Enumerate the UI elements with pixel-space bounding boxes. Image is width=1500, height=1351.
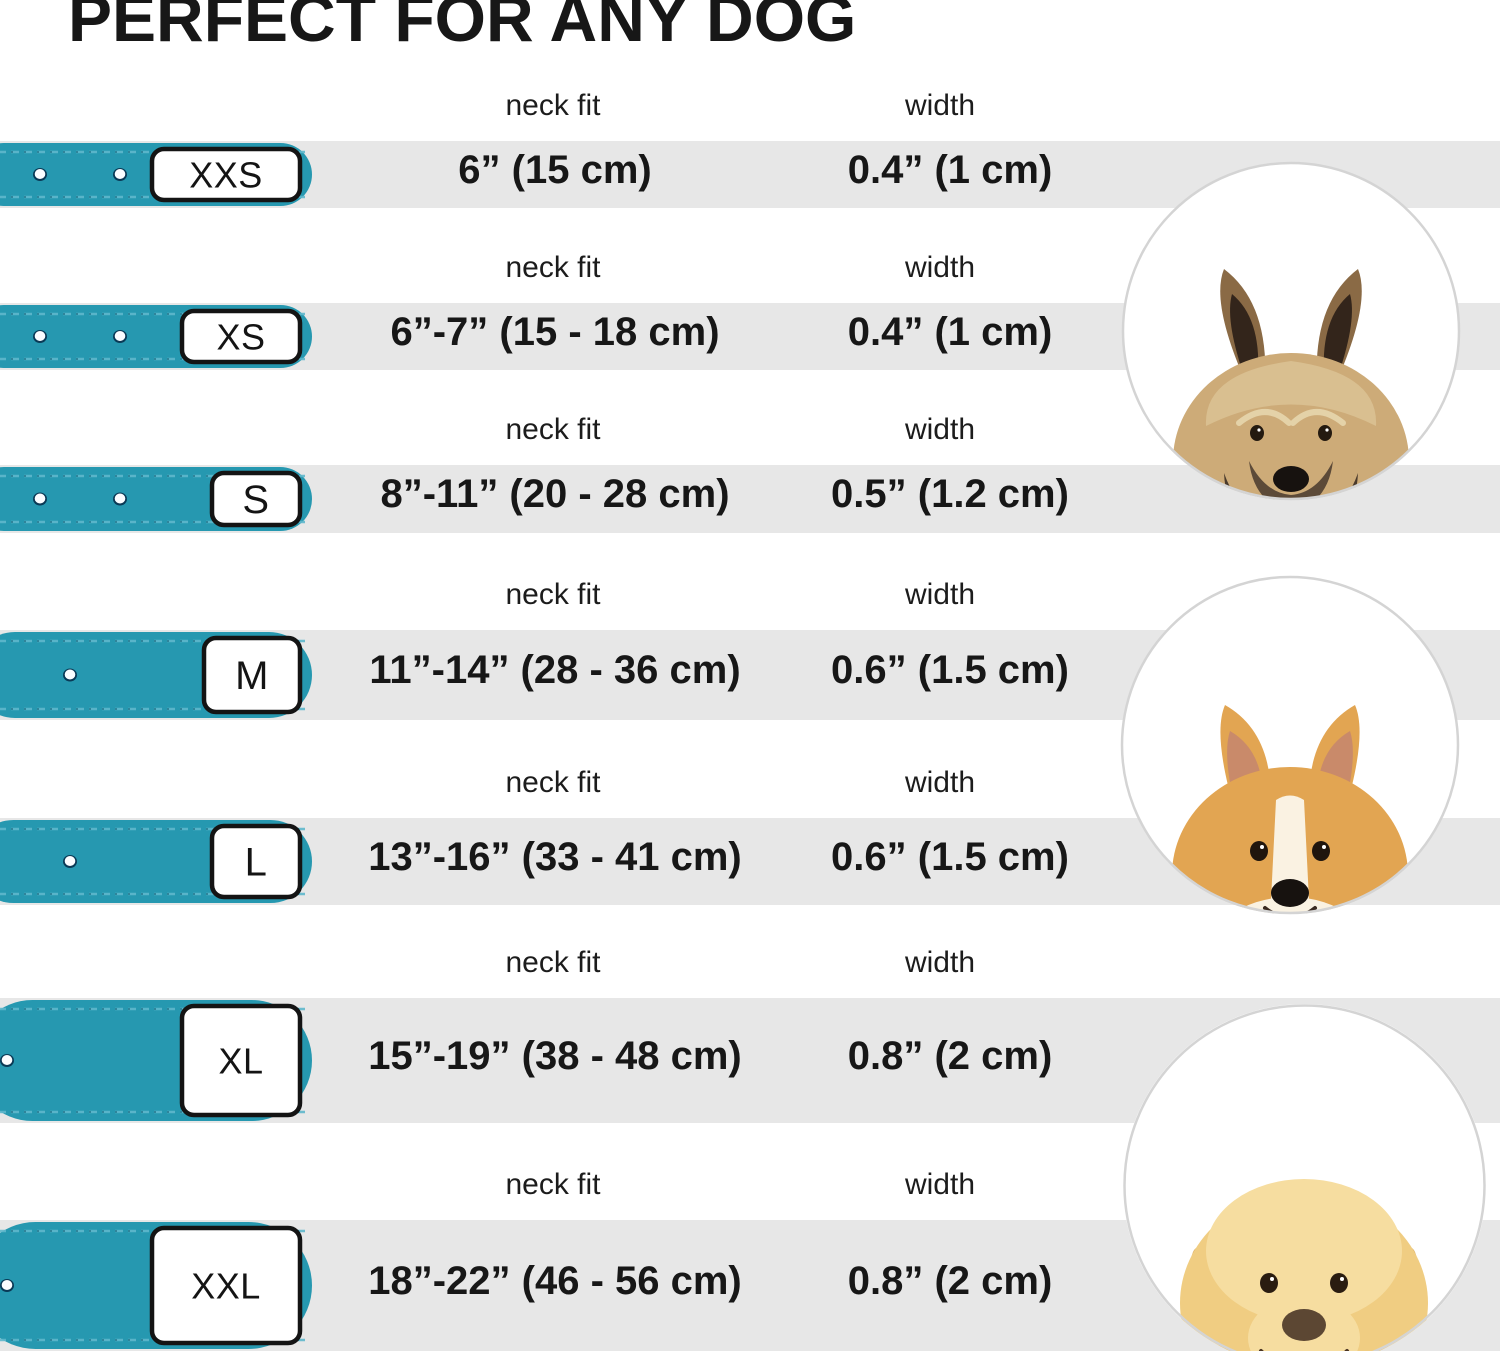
svg-text:XL: XL bbox=[218, 1040, 263, 1081]
svg-text:L: L bbox=[245, 841, 268, 885]
svg-text:XS: XS bbox=[216, 316, 265, 357]
svg-text:S: S bbox=[242, 478, 269, 522]
svg-text:M: M bbox=[235, 654, 269, 698]
svg-text:XXL: XXL bbox=[191, 1265, 261, 1306]
svg-text:XXS: XXS bbox=[189, 154, 263, 195]
